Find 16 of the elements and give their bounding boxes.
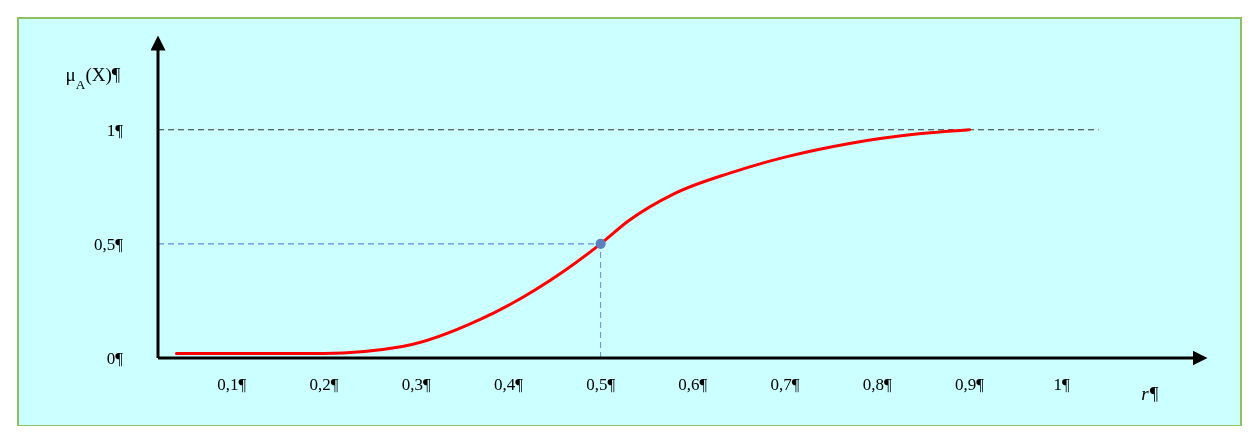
x-tick-label: 0,1¶: [217, 375, 247, 394]
y-tick-label: 1¶: [106, 120, 124, 140]
x-tick-label: 0,6¶: [678, 375, 708, 394]
x-tick-label: 0,2¶: [309, 375, 339, 394]
y-tick-label: 0¶: [106, 349, 124, 368]
y-tick-label: 0,5¶: [94, 234, 124, 254]
x-tick-label: 0,9¶: [954, 375, 985, 394]
x-tick-label: 0,8¶: [862, 375, 893, 394]
line-series: [174, 128, 971, 355]
x-axis-title: r¶: [1141, 383, 1159, 404]
x-tick-label: 0,4¶: [493, 375, 524, 394]
x-tick-label: 0,5¶: [586, 375, 616, 394]
y-axis-title: μ$_{A}$(X)¶: [65, 64, 121, 92]
x-tick-label: 0,7¶: [770, 375, 800, 394]
x-tick-label: 0,3¶: [401, 375, 431, 394]
x-tick-label: 1¶: [1053, 375, 1071, 394]
